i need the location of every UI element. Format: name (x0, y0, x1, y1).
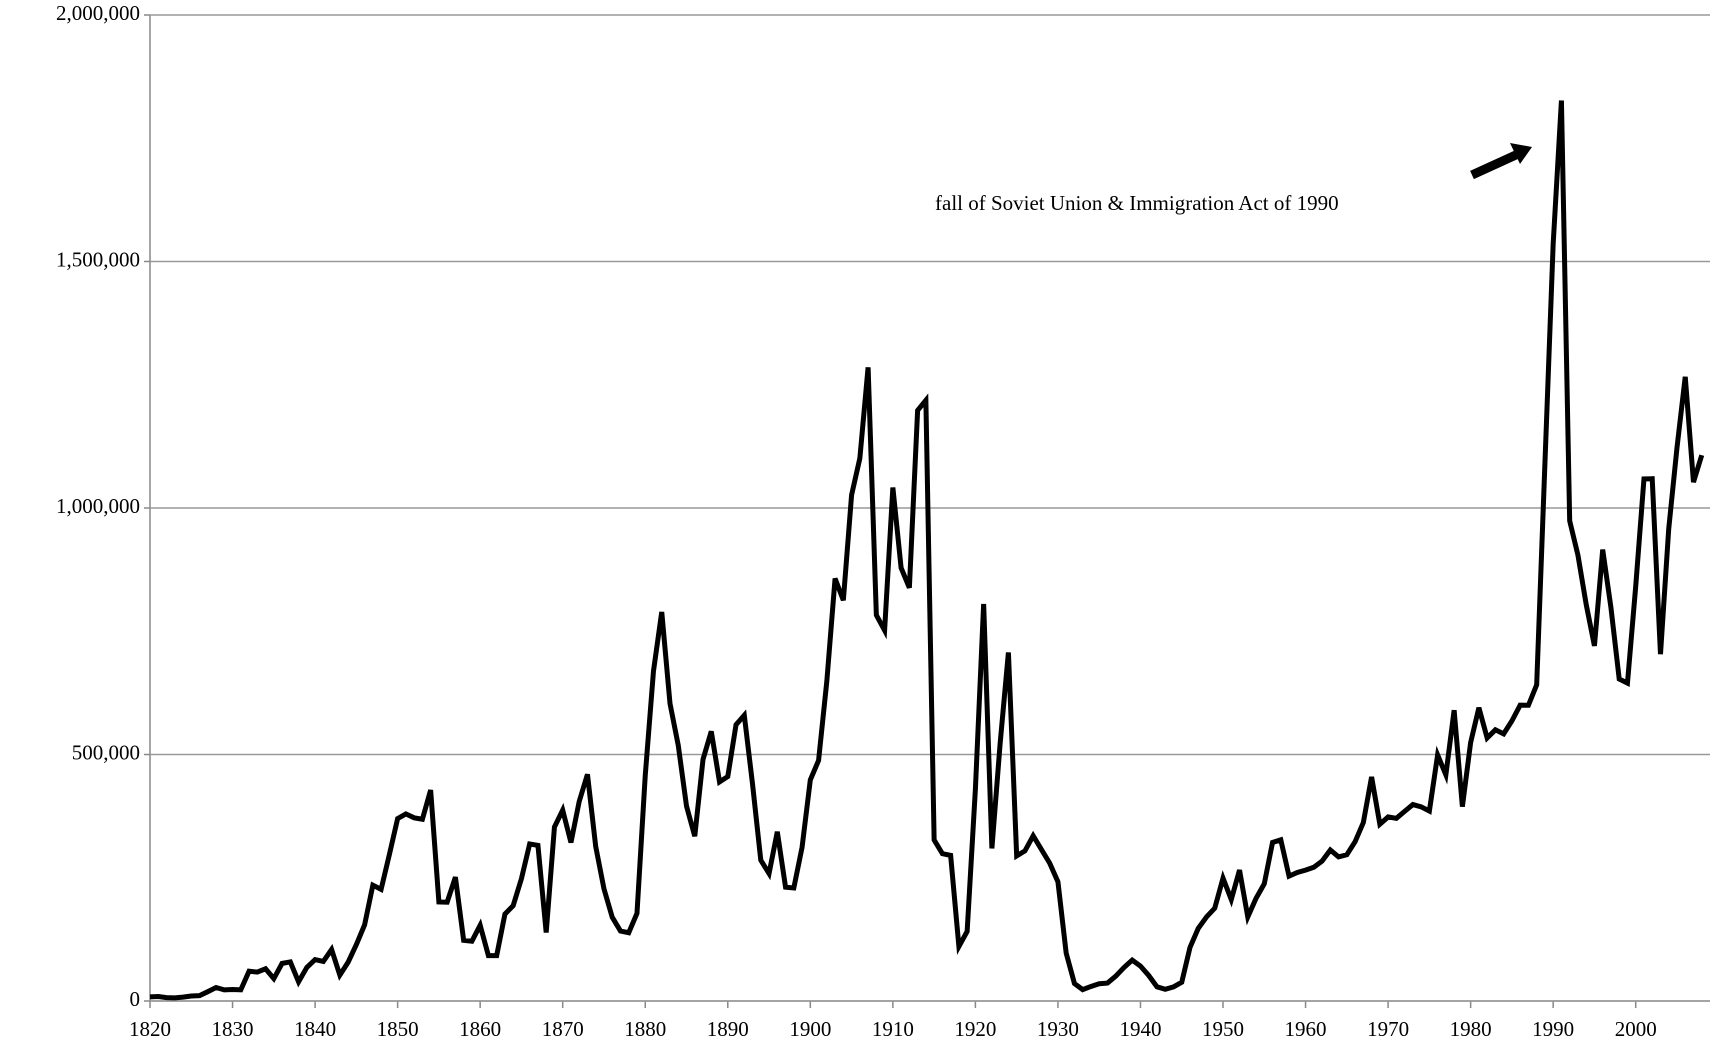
x-tick-label: 1950 (1202, 1017, 1244, 1041)
x-tick-label: 1850 (377, 1017, 419, 1041)
x-tick-label: 1960 (1285, 1017, 1327, 1041)
x-tick-label: 1830 (212, 1017, 254, 1041)
y-tick-label: 1,500,000 (56, 247, 140, 271)
annotation: fall of Soviet Union & Immigration Act o… (935, 191, 1339, 215)
x-tick-label: 1870 (542, 1017, 584, 1041)
annotation-arrowhead (1510, 143, 1532, 164)
y-tick-label: 0 (130, 987, 141, 1011)
y-tick-label: 500,000 (72, 740, 140, 764)
x-tick-label: 1930 (1037, 1017, 1079, 1041)
x-tick-label: 1970 (1367, 1017, 1409, 1041)
x-tick-label: 1940 (1119, 1017, 1161, 1041)
annotation-arrow (1470, 149, 1520, 180)
x-tick-label: 1840 (294, 1017, 336, 1041)
x-tick-label: 1980 (1450, 1017, 1492, 1041)
y-tick-label: 1,000,000 (56, 494, 140, 518)
x-tick-label: 1920 (954, 1017, 996, 1041)
x-tick-label: 2000 (1615, 1017, 1657, 1041)
y-tick-label: 2,000,000 (56, 1, 140, 25)
x-tick-label: 1880 (624, 1017, 666, 1041)
x-tick-label: 1890 (707, 1017, 749, 1041)
x-tick-label: 1820 (129, 1017, 171, 1041)
x-tick-label: 1860 (459, 1017, 501, 1041)
data-line (149, 100, 1705, 1001)
x-tick-label: 1910 (872, 1017, 914, 1041)
x-tick-label: 1900 (789, 1017, 831, 1041)
x-tick-label: 1990 (1532, 1017, 1574, 1041)
